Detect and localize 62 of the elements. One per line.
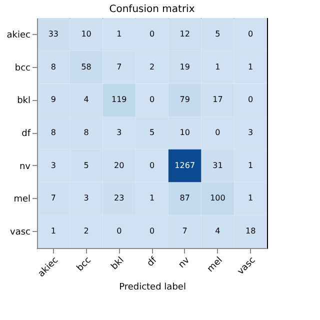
data-label: 100 <box>210 194 226 203</box>
data-label: 2 <box>84 226 89 236</box>
x-tick-label: df <box>146 254 160 269</box>
data-label: 10 <box>180 128 190 137</box>
data-label: 1267 <box>174 160 196 170</box>
data-label: 87 <box>180 194 190 203</box>
data-label: 18 <box>245 226 256 236</box>
chart-title: Confusion matrix <box>109 4 195 15</box>
data-label: 1 <box>215 62 220 72</box>
data-label: 5 <box>215 29 220 38</box>
y-tick-label: vasc <box>10 228 31 238</box>
data-label: 0 <box>248 29 254 38</box>
x-tick-label: bkl <box>110 256 126 272</box>
data-label: 8 <box>50 128 56 137</box>
data-label: 0 <box>149 160 155 170</box>
y-tick-label: nv <box>19 162 32 172</box>
data-label: 0 <box>149 95 155 104</box>
data-label: 31 <box>212 160 223 170</box>
data-label: 5 <box>149 128 155 137</box>
data-label: 1 <box>248 160 254 170</box>
data-label: 19 <box>180 62 190 72</box>
data-label: 3 <box>50 160 56 170</box>
data-label: 1 <box>50 226 56 236</box>
data-label: 0 <box>149 29 155 38</box>
data-label: 1 <box>248 194 254 203</box>
data-label: 4 <box>84 95 89 104</box>
data-label: 8 <box>50 62 56 72</box>
data-label: 58 <box>81 62 92 72</box>
data-label: 12 <box>180 29 190 38</box>
y-tick-label: bcc <box>14 63 31 74</box>
y-tick-label: akiec <box>6 30 31 40</box>
data-label: 0 <box>248 95 254 104</box>
y-tick-label: bkl <box>17 96 30 106</box>
x-tick-label: nv <box>177 255 192 270</box>
data-label: 20 <box>114 160 124 170</box>
x-tick-label: bcc <box>75 255 94 274</box>
data-label: 7 <box>182 226 188 236</box>
data-label: 7 <box>116 62 122 72</box>
data-label: 33 <box>48 29 59 38</box>
data-label: 23 <box>114 194 124 203</box>
data-label: 0 <box>215 128 220 137</box>
data-label: 3 <box>248 128 254 137</box>
data-label: 4 <box>215 226 220 236</box>
data-label: 79 <box>180 95 190 104</box>
data-label: 9 <box>50 95 56 104</box>
data-label: 3 <box>84 194 89 203</box>
data-label: 0 <box>116 226 122 236</box>
data-label: 17 <box>212 95 223 104</box>
y-tick-label: mel <box>14 194 30 205</box>
data-label: 7 <box>50 194 56 203</box>
data-label: 5 <box>84 160 89 170</box>
data-label: 8 <box>84 128 89 137</box>
y-tick-label: df <box>22 129 32 139</box>
data-label: 3 <box>116 128 122 137</box>
data-label: 1 <box>248 62 254 72</box>
data-label: 2 <box>149 62 155 72</box>
data-label: 119 <box>112 95 127 104</box>
data-label: 1 <box>116 29 122 38</box>
data-label: 10 <box>81 29 92 38</box>
data-label: 1 <box>149 194 155 203</box>
x-axis-title: Predicted label <box>119 282 186 293</box>
data-label: 0 <box>149 226 155 236</box>
